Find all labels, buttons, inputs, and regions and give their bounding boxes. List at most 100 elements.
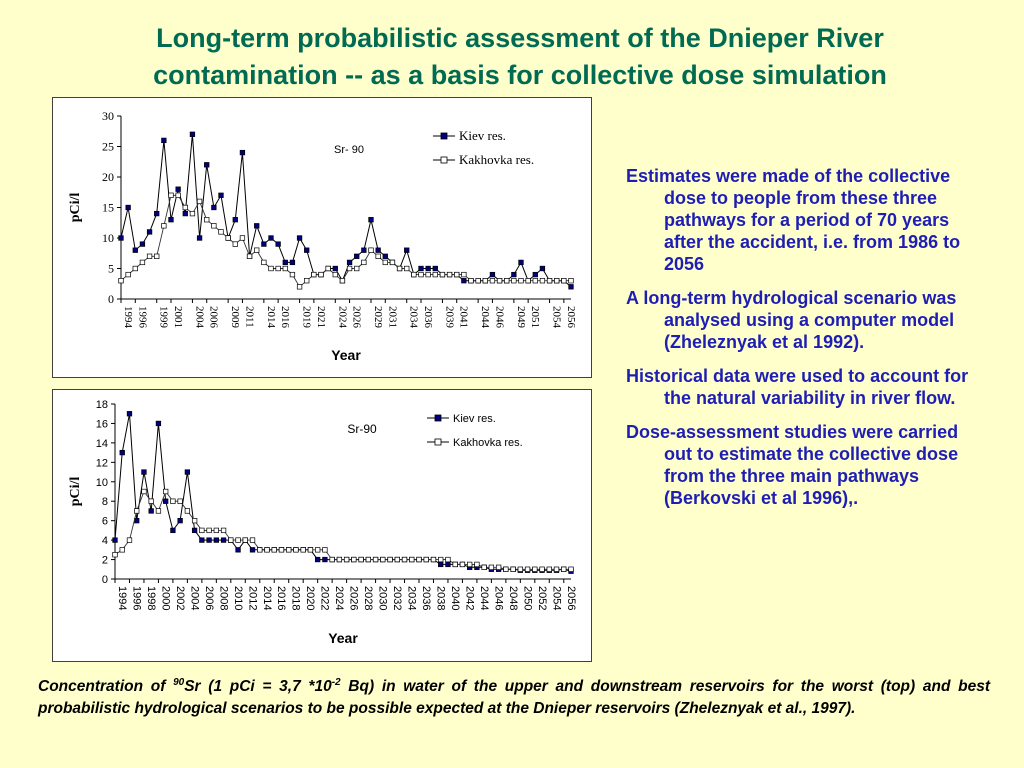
data-point-kiev	[196, 235, 203, 241]
data-point-kakhovka	[155, 508, 162, 514]
x-tick-label: 1998	[145, 586, 157, 610]
data-point-kakhovka	[322, 547, 328, 553]
data-point-kiev	[118, 235, 124, 241]
x-tick-label: 1996	[130, 586, 142, 610]
data-point-kakhovka	[459, 561, 466, 568]
x-tick-label: 2052	[536, 586, 548, 610]
data-point-kiev	[404, 247, 410, 253]
data-point-kiev	[461, 278, 467, 284]
data-point-kakhovka	[351, 556, 357, 563]
data-point-kakhovka	[454, 271, 460, 278]
data-point-kiev	[220, 537, 227, 543]
data-point-kakhovka	[289, 271, 296, 278]
x-tick-label: 2036	[422, 306, 434, 329]
data-point-kakhovka	[196, 198, 203, 205]
data-point-kakhovka	[368, 247, 374, 253]
data-point-kakhovka	[489, 278, 496, 284]
data-point-kakhovka	[568, 566, 574, 572]
data-point-kiev	[163, 498, 169, 504]
data-point-kakhovka	[304, 278, 310, 284]
data-point-kakhovka	[264, 547, 270, 553]
data-point-kakhovka	[524, 566, 531, 572]
data-point-kakhovka	[118, 278, 124, 284]
x-tick-label: 2042	[463, 586, 475, 610]
x-tick-label: 2050	[521, 586, 533, 610]
data-point-kakhovka	[495, 564, 502, 570]
x-tick-label: 1994	[116, 586, 128, 610]
data-point-kakhovka	[134, 508, 140, 514]
data-point-kakhovka	[354, 265, 360, 272]
x-tick-label: 2000	[159, 586, 171, 610]
data-point-kakhovka	[261, 259, 267, 266]
data-point-kakhovka	[257, 547, 263, 553]
data-point-kakhovka	[504, 278, 510, 284]
data-point-kakhovka	[517, 566, 523, 572]
x-tick-label: 2048	[507, 586, 519, 610]
data-point-kakhovka	[382, 259, 388, 266]
data-point-kakhovka	[561, 566, 567, 572]
data-point-kakhovka	[300, 547, 306, 553]
legend-marker	[440, 132, 448, 140]
data-point-kakhovka	[119, 547, 125, 553]
data-point-kakhovka	[418, 271, 424, 278]
data-point-kiev	[112, 537, 118, 543]
x-tick-label: 2034	[408, 306, 420, 329]
data-point-kiev	[161, 137, 167, 144]
data-point-kakhovka	[510, 566, 516, 572]
y-axis-title: pCi/l	[68, 193, 83, 223]
data-point-kakhovka	[242, 537, 248, 543]
data-point-kakhovka	[332, 271, 338, 278]
data-point-kakhovka	[112, 552, 118, 558]
data-point-kakhovka	[372, 556, 379, 563]
x-tick-label: 2054	[551, 306, 563, 328]
data-point-kakhovka	[126, 537, 133, 543]
data-point-kakhovka	[163, 488, 169, 495]
data-point-kakhovka	[361, 259, 367, 266]
data-point-kakhovka	[446, 271, 453, 278]
data-point-kakhovka	[439, 271, 446, 278]
data-point-kiev	[141, 469, 147, 475]
data-point-kakhovka	[311, 271, 317, 278]
slide-title-line-1: Long-term probabilistic assessment of th…	[156, 23, 884, 53]
data-point-kiev	[254, 223, 260, 229]
x-tick-label: 2006	[203, 586, 215, 610]
y-tick-label: 16	[96, 418, 108, 430]
y-tick-label: 20	[102, 170, 114, 184]
data-point-kakhovka	[474, 561, 480, 568]
data-point-kakhovka	[387, 556, 393, 563]
data-point-kakhovka	[177, 498, 183, 504]
y-tick-label: 2	[102, 555, 108, 567]
y-tick-label: 8	[102, 496, 108, 508]
y-tick-label: 6	[102, 516, 108, 528]
data-point-kakhovka	[546, 278, 553, 284]
data-point-kakhovka	[365, 556, 371, 563]
figure-caption: Concentration of 90Sr (1 pCi = 3,7 *10-2…	[38, 676, 990, 720]
data-point-kiev	[275, 241, 281, 247]
legend-entry: Kiev res.	[453, 413, 496, 425]
data-point-kiev	[239, 149, 246, 156]
x-tick-label: 2046	[493, 306, 505, 329]
data-point-kakhovka	[268, 265, 274, 272]
data-point-kakhovka	[170, 498, 176, 504]
data-point-kakhovka	[525, 278, 531, 284]
data-point-kiev	[382, 253, 388, 259]
data-point-kakhovka	[468, 278, 474, 284]
x-tick-label: 2044	[478, 586, 490, 610]
data-point-kiev	[261, 241, 267, 247]
data-point-kakhovka	[475, 278, 481, 284]
data-point-kiev	[315, 556, 321, 563]
caption-text-3: Bq) in water of the upper and downstream…	[38, 678, 991, 717]
data-point-kakhovka	[286, 547, 292, 553]
y-tick-label: 0	[102, 574, 108, 586]
data-point-kiev	[304, 247, 310, 253]
data-point-kakhovka	[228, 537, 234, 543]
data-point-kakhovka	[488, 564, 495, 570]
data-point-kiev	[322, 556, 328, 563]
y-tick-label: 18	[96, 399, 108, 411]
data-point-kiev	[154, 210, 160, 217]
data-point-kakhovka	[467, 561, 473, 568]
caption-text-1: Concentration of	[38, 678, 174, 695]
data-point-kakhovka	[282, 265, 288, 272]
x-tick-label: 2016	[275, 586, 287, 610]
x-tick-label: 2001	[172, 306, 184, 328]
